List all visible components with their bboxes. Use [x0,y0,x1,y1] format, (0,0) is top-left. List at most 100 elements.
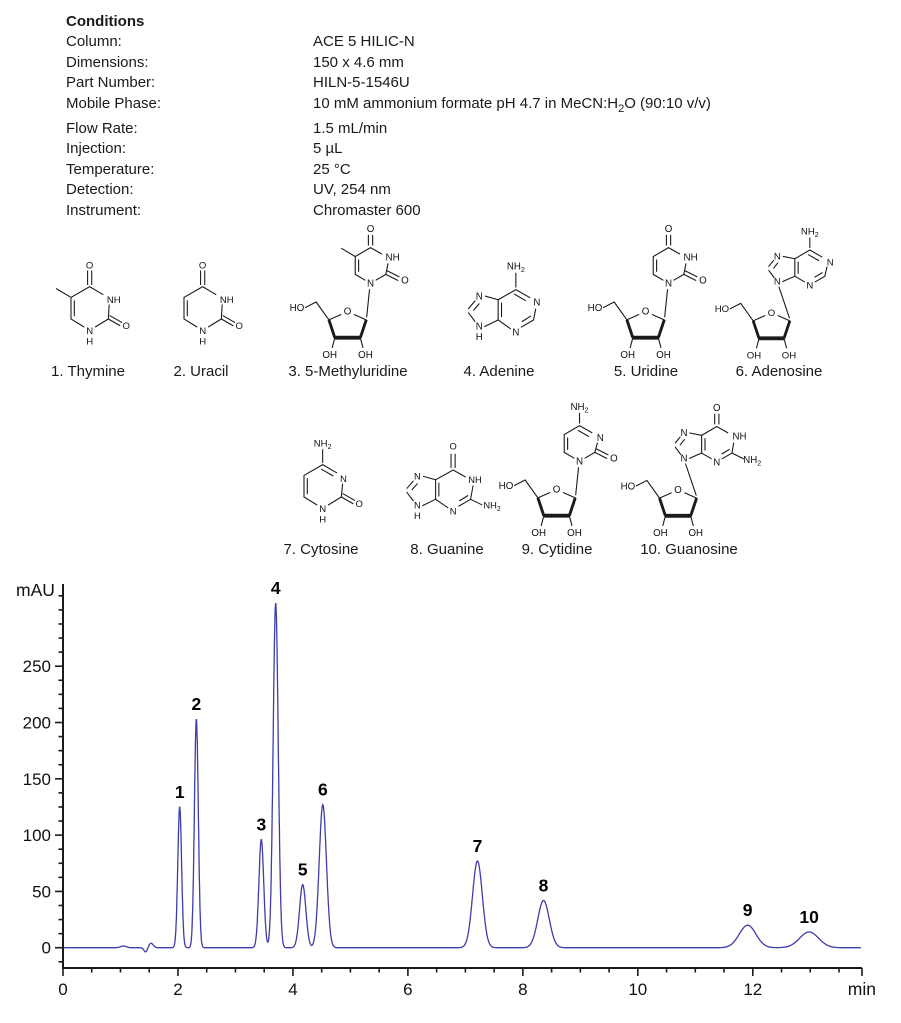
svg-text:N: N [450,506,457,516]
condition-value: 5 µL [313,140,343,158]
svg-text:NH2: NH2 [483,501,500,513]
svg-text:N: N [533,298,540,309]
svg-text:OH: OH [653,528,668,539]
condition-label: Column: [66,33,122,51]
condition-value: 25 °C [313,160,351,178]
condition-row-instrument: Instrument: Chromaster 600 [66,201,711,221]
condition-label: Temperature: [66,160,155,178]
svg-text:1: 1 [175,782,185,802]
svg-text:H: H [319,515,326,526]
structure-uridine: O NH O N O OH OH HO [588,224,707,361]
svg-text:N: N [806,280,813,291]
svg-text:N: N [827,257,834,268]
condition-value: 150 x 4.6 mm [313,53,404,71]
structure-uracil: O NH O NH [183,260,243,348]
svg-text:NH: NH [733,432,747,443]
svg-text:100: 100 [23,826,51,845]
svg-text:H: H [414,511,421,521]
svg-text:NH: NH [468,475,481,485]
conditions-panel: Conditions Column: ACE 5 HILIC-N Dimensi… [66,12,711,221]
condition-row-mobile-phase: Mobile Phase: 10 mM ammonium formate pH … [66,94,711,119]
svg-text:N: N [319,504,326,515]
svg-text:N: N [576,457,583,468]
svg-text:NH: NH [220,295,234,306]
svg-text:NH2: NH2 [570,402,588,415]
structure-caption: 7. Cytosine [283,541,359,558]
svg-text:NH2: NH2 [314,438,332,450]
svg-text:HO: HO [621,481,636,492]
svg-text:NH2: NH2 [743,455,761,468]
svg-text:N: N [476,322,483,333]
structure-thymine: O NH O NH [55,260,130,348]
structure-caption: 8. Guanine [410,541,484,558]
structure-caption: 2. Uracil [173,363,229,380]
mobile-phase-pre: 10 mM ammonium formate pH 4.7 in MeCN:H [313,94,619,112]
structure-cell-guanosine: O NH NH2 N N N O OH OH HO 10. Guanosine [609,398,769,558]
svg-text:2: 2 [191,694,201,714]
svg-text:OH: OH [322,350,337,361]
structure-cytosine: NH2 NO NH [303,438,363,526]
condition-row-part-number: Part Number: HILN-5-1546U [66,73,711,93]
structure-adenosine: NH2 N N N N O OH OH HO [715,227,834,362]
structure-caption: 5. Uridine [613,363,679,380]
svg-text:N: N [414,472,421,482]
condition-row-column: Column: ACE 5 HILIC-N [66,32,711,52]
structure-adenine: NH2 NN NNH [467,261,540,343]
svg-text:N: N [680,428,687,439]
svg-text:10: 10 [799,907,819,927]
structure-caption: 6. Adenosine [735,363,823,380]
conditions-title: Conditions [66,13,145,30]
svg-text:0: 0 [42,939,51,958]
condition-row-dimensions: Dimensions: 150 x 4.6 mm [66,53,711,73]
svg-text:N: N [476,292,483,303]
svg-text:150: 150 [23,770,51,789]
mobile-phase-subscript: 2 [618,102,625,115]
svg-text:6: 6 [318,780,328,800]
svg-text:9: 9 [743,900,753,920]
svg-text:HO: HO [588,303,603,314]
svg-text:H: H [199,337,206,348]
condition-row-injection: Injection: 5 µL [66,139,711,159]
svg-text:50: 50 [32,882,51,901]
svg-text:N: N [414,501,421,511]
svg-text:NH: NH [684,252,698,263]
chromatogram-trace [64,603,861,953]
svg-text:N: N [774,277,781,288]
structure-caption: 4. Adenine [463,363,535,380]
condition-value: ACE 5 HILIC-N [313,33,415,51]
condition-value: HILN-5-1546U [313,74,410,92]
svg-text:8: 8 [518,980,527,999]
svg-text:O: O [355,499,362,510]
condition-value: UV, 254 nm [313,181,391,199]
svg-text:6: 6 [403,980,412,999]
svg-text:HO: HO [715,304,729,315]
structure-cell-adenosine: NH2 N N N N O OH OH HO 6. Adenosine [703,222,855,380]
svg-text:N: N [86,326,93,337]
svg-text:NH2: NH2 [801,227,819,240]
svg-text:N: N [340,474,347,485]
svg-text:HO: HO [290,303,305,314]
condition-label: Flow Rate: [66,120,138,138]
structure-cell-uridine: O NH O N O OH OH HO 5. Uridine [575,222,717,380]
svg-text:5: 5 [298,860,308,880]
svg-text:O: O [344,307,352,318]
svg-text:2: 2 [173,980,182,999]
svg-text:4: 4 [271,578,281,598]
svg-text:OH: OH [620,350,635,361]
svg-text:O: O [449,441,456,451]
svg-text:OH: OH [688,528,703,539]
structure-guanosine: O NH NH2 N N N O OH OH HO [621,403,762,539]
svg-text:OH: OH [747,350,761,361]
svg-text:0: 0 [58,980,67,999]
structure-cell-5-methyluridine: O NH O N O OH OH HO 3. 5-Methyluridine [277,222,419,380]
svg-text:3: 3 [256,815,266,835]
svg-text:O: O [674,485,682,496]
svg-text:O: O [642,307,650,318]
y-axis-unit-label: mAU [16,580,55,600]
svg-text:10: 10 [628,980,647,999]
